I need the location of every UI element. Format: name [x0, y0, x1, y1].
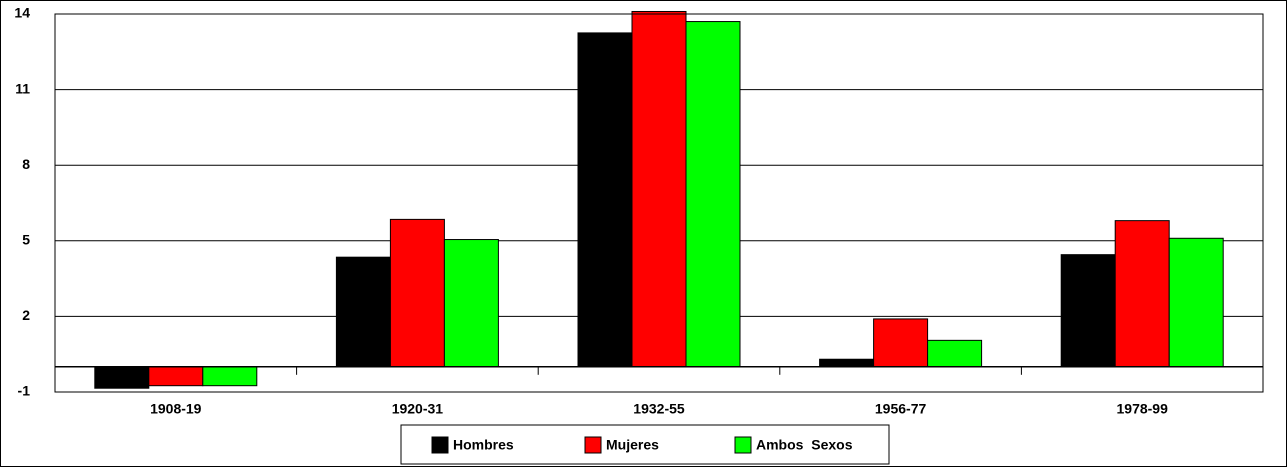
legend-box [400, 424, 890, 465]
x-tick-label: 1978-99 [1117, 401, 1169, 417]
legend-label: Ambos Sexos [756, 437, 853, 453]
legend-swatch [734, 436, 752, 454]
y-tick-label: -1 [18, 383, 31, 399]
x-tick-label: 1920-31 [392, 401, 444, 417]
bar [202, 366, 258, 387]
bar [389, 218, 445, 368]
bar [685, 21, 741, 368]
y-tick-label: 5 [22, 232, 30, 248]
bar [631, 10, 687, 368]
bar [577, 32, 633, 368]
legend-label: Hombres [453, 437, 514, 453]
bar [335, 256, 391, 368]
bar [94, 366, 150, 389]
y-tick-label: 11 [15, 80, 30, 96]
bar [1114, 220, 1170, 368]
bar [148, 366, 204, 387]
x-tick-label: 1908-19 [150, 401, 202, 417]
bar [873, 318, 929, 368]
bar [927, 339, 983, 368]
bar [819, 358, 875, 368]
y-tick-label: 8 [22, 156, 30, 172]
y-tick-label: 14 [14, 5, 30, 21]
x-tick-label: 1956-77 [875, 401, 927, 417]
y-tick-label: 2 [22, 307, 30, 323]
legend-swatch [584, 436, 602, 454]
plot-frame [54, 13, 1264, 393]
bar [1168, 237, 1224, 368]
bar [443, 239, 499, 368]
bar [1060, 254, 1116, 368]
x-tick-label: 1932-55 [633, 401, 685, 417]
legend-swatch [431, 436, 449, 454]
legend-label: Mujeres [606, 437, 659, 453]
